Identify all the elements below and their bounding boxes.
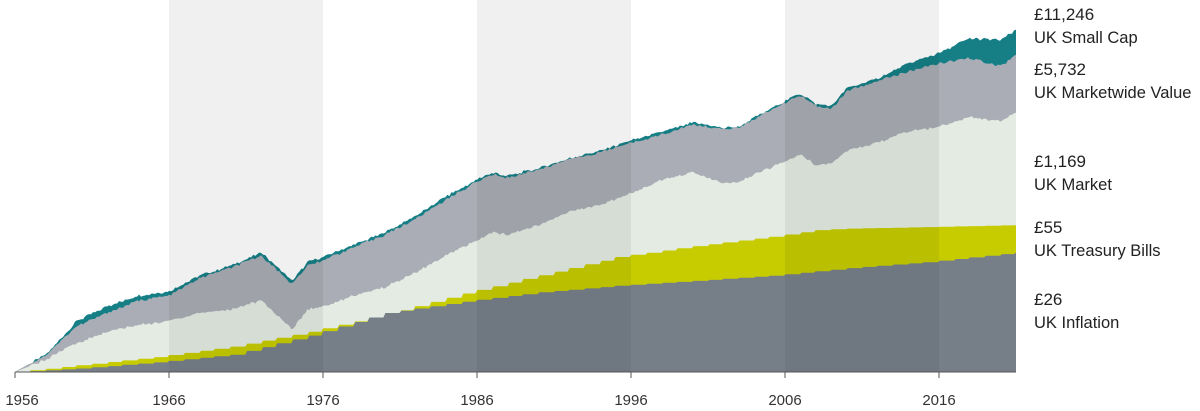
series-area-uk-inflation bbox=[15, 252, 1016, 372]
decade-bands bbox=[169, 0, 939, 372]
series-name: UK Market bbox=[1034, 176, 1112, 194]
series-end-value: £11,246 bbox=[1034, 5, 1094, 24]
series-end-value: £5,732 bbox=[1034, 60, 1086, 79]
series-name: UK Marketwide Value bbox=[1034, 84, 1191, 102]
end-label-uk-small-cap: £11,246 UK Small Cap bbox=[1034, 5, 1138, 47]
x-tick-label: 1996 bbox=[614, 392, 647, 409]
x-tick-label: 2006 bbox=[768, 392, 801, 409]
x-tick-label: 1986 bbox=[460, 392, 493, 409]
series-end-value: £1,169 bbox=[1034, 152, 1086, 171]
end-label-uk-marketwide-value: £5,732 UK Marketwide Value bbox=[1034, 60, 1191, 102]
series-areas bbox=[15, 29, 1016, 373]
end-label-uk-market: £1,169 UK Market bbox=[1034, 152, 1112, 194]
end-label-uk-treasury-bills: £55 UK Treasury Bills bbox=[1034, 218, 1161, 260]
decade-band bbox=[169, 0, 323, 372]
end-label-uk-inflation: £26 UK Inflation bbox=[1034, 290, 1119, 332]
x-tick-label: 1966 bbox=[152, 392, 185, 409]
series-name: UK Treasury Bills bbox=[1034, 242, 1161, 260]
series-name: UK Small Cap bbox=[1034, 29, 1138, 47]
decade-band bbox=[785, 0, 939, 372]
decade-band bbox=[477, 0, 631, 372]
x-tick-label: 1956 bbox=[5, 392, 38, 409]
series-end-value: £26 bbox=[1034, 290, 1062, 309]
x-tick-label: 1976 bbox=[306, 392, 339, 409]
series-name: UK Inflation bbox=[1034, 314, 1119, 332]
x-axis-ticks: 1956 1966 1976 1986 1996 2006 2016 bbox=[5, 372, 956, 409]
series-end-value: £55 bbox=[1034, 218, 1062, 237]
series-end-labels: £11,246 UK Small Cap £5,732 UK Marketwide V… bbox=[1034, 5, 1191, 332]
x-tick-label: 2016 bbox=[922, 392, 955, 409]
